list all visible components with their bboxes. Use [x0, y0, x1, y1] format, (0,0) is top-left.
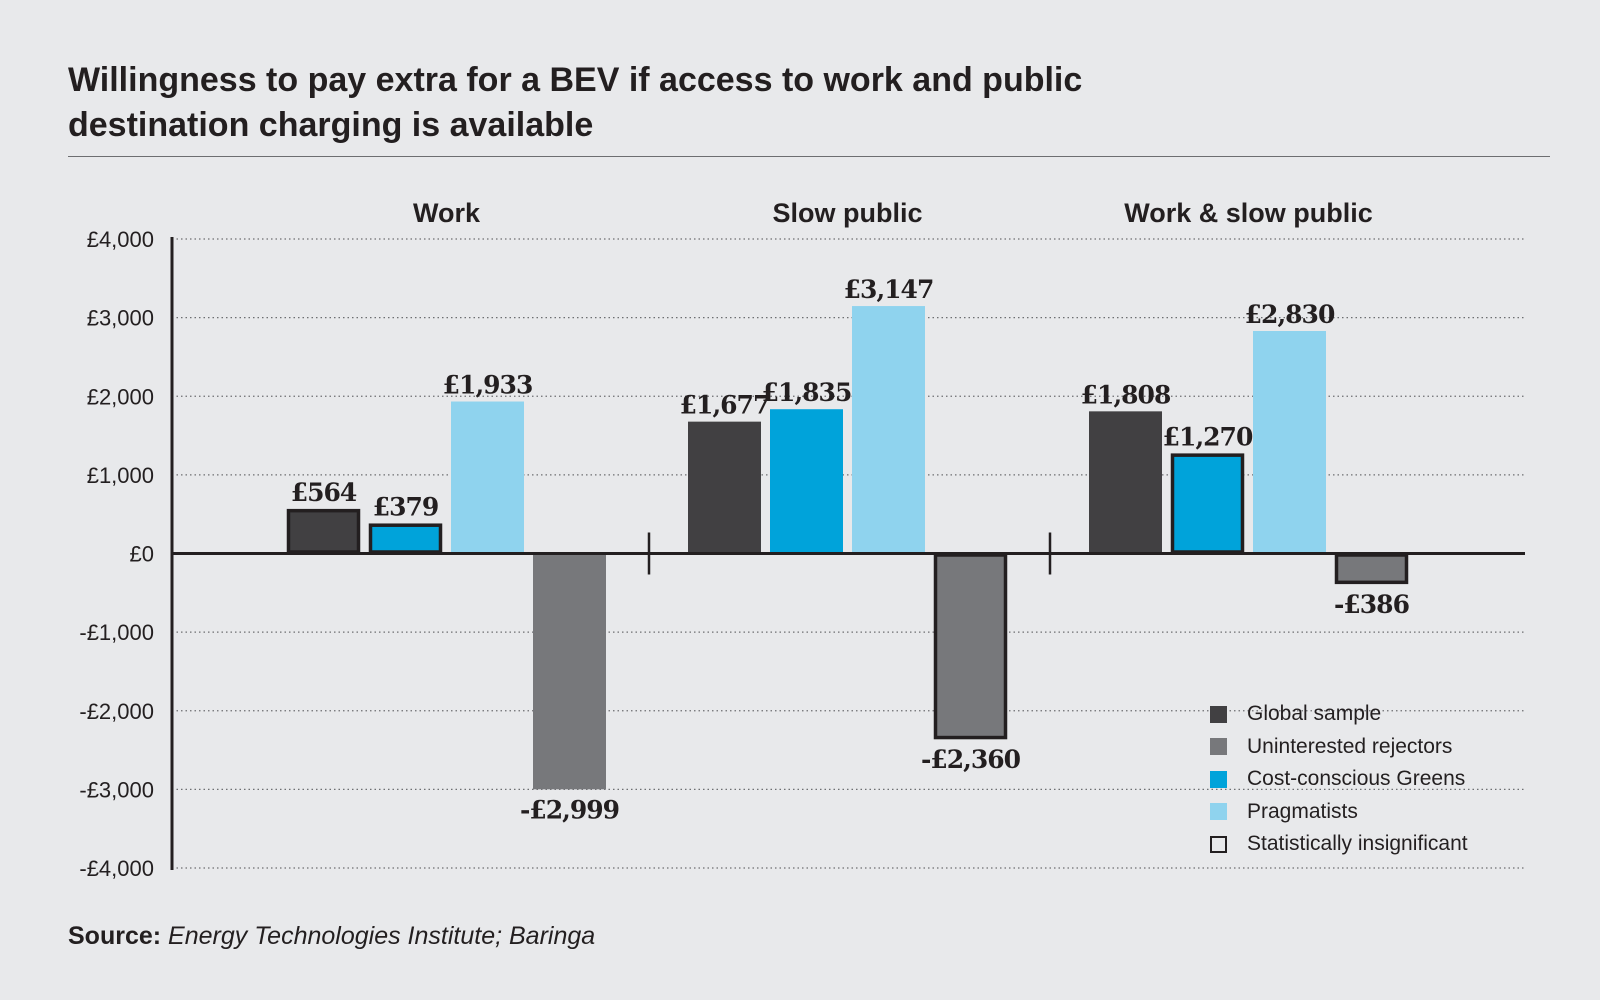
bar-uninterested [533, 553, 606, 790]
legend-item-insignificant: Statistically insignificant [1210, 828, 1468, 861]
y-tick-label: £0 [130, 542, 154, 567]
data-label: -£2,999 [520, 795, 619, 824]
bar-cost_greens [1170, 453, 1245, 554]
y-tick-label: -£1,000 [79, 620, 154, 645]
data-label: -£2,360 [921, 745, 1021, 774]
legend-item-pragmatists: Pragmatists [1210, 796, 1468, 829]
data-label: £2,830 [1245, 300, 1335, 329]
y-tick-label: -£4,000 [79, 856, 154, 881]
legend-item-global: Global sample [1210, 698, 1468, 731]
group-title: Work [413, 198, 481, 228]
title-divider [68, 156, 1550, 157]
legend-swatch [1210, 835, 1227, 853]
data-label: £1,808 [1081, 380, 1171, 409]
legend-label: Statistically insignificant [1247, 832, 1468, 856]
bar-cost_greens [368, 523, 443, 554]
legend-swatch [1210, 705, 1227, 723]
y-tick-label: £3,000 [87, 306, 154, 331]
source-label: Source: [68, 922, 162, 950]
legend-label: Global sample [1247, 702, 1382, 726]
legend-swatch [1210, 803, 1227, 821]
bar-global [1089, 411, 1162, 554]
y-tick-label: £2,000 [87, 384, 154, 409]
legend-label: Pragmatists [1247, 799, 1358, 823]
data-label: £1,270 [1163, 423, 1253, 452]
bar-cost_greens [770, 409, 843, 554]
source-note: Source: Energy Technologies Institute; B… [68, 922, 595, 951]
source-text: Energy Technologies Institute; Baringa [168, 922, 596, 950]
legend-label: Cost-conscious Greens [1247, 767, 1466, 791]
legend-item-uninterested: Uninterested rejectors [1210, 731, 1468, 764]
group-title: Slow public [772, 198, 922, 228]
bar-global [688, 421, 761, 554]
data-label: £1,677 [680, 391, 770, 420]
bar-pragmatists [852, 306, 925, 554]
data-label: -£386 [1334, 590, 1410, 619]
bar-pragmatists [1253, 330, 1326, 554]
bar-uninterested [933, 553, 1008, 740]
bar-global [286, 508, 361, 554]
legend-item-cost_greens: Cost-conscious Greens [1210, 763, 1468, 796]
y-tick-label: £1,000 [87, 463, 154, 488]
bar-uninterested [1334, 553, 1409, 585]
group-title: Work & slow public [1124, 198, 1373, 228]
legend-swatch [1210, 738, 1227, 756]
legend-label: Uninterested rejectors [1247, 734, 1453, 758]
data-label: £1,835 [762, 378, 852, 407]
data-label: £3,147 [844, 275, 934, 304]
y-tick-label: £4,000 [87, 227, 154, 252]
y-tick-label: -£3,000 [79, 777, 154, 802]
bar-pragmatists [451, 401, 524, 554]
data-label: £564 [291, 478, 357, 507]
legend: Global sample Uninterested rejectors Cost-… [1210, 698, 1468, 861]
y-tick-label: -£2,000 [79, 699, 154, 724]
data-label: £379 [373, 493, 439, 522]
legend-swatch [1210, 770, 1227, 788]
data-label: £1,933 [443, 371, 533, 400]
chart-title: Willingness to pay extra for a BEV if ac… [68, 61, 1083, 144]
